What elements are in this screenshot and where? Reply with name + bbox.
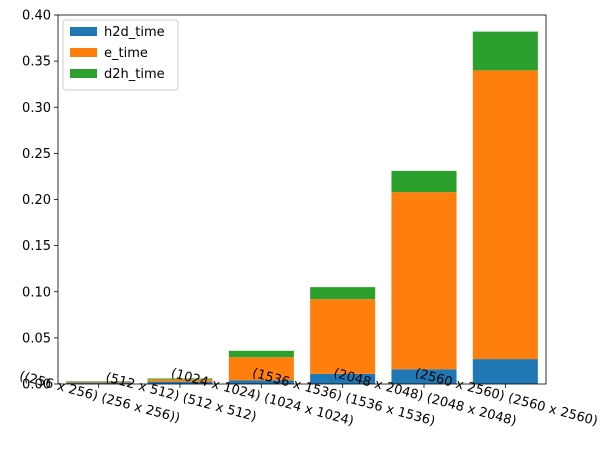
bar-h2d_time-3 xyxy=(310,373,376,384)
y-tick-label: 0.35 xyxy=(22,55,51,70)
y-tick-label: 0.00 xyxy=(22,378,51,393)
legend-label-d2h_time: d2h_time xyxy=(104,67,165,82)
bar-d2h_time-1 xyxy=(147,378,213,380)
bar-e_time-0 xyxy=(66,381,132,383)
legend-label-e_time: e_time xyxy=(104,46,148,61)
y-axis: 0.00 0.05 0.10 0.15 0.20 0.25 0.30 0.35 0.40 xyxy=(22,9,58,393)
bar-h2d_time-4 xyxy=(391,369,457,384)
legend: h2d_time e_time d2h_time xyxy=(62,19,179,91)
y-tick-label: 0.10 xyxy=(22,285,51,300)
legend-swatch-d2h_time xyxy=(70,69,97,78)
y-tick-label: 0.40 xyxy=(22,9,51,24)
y-tick-label: 0.20 xyxy=(22,193,51,208)
legend-swatch-e_time xyxy=(70,48,97,57)
bar-d2h_time-2 xyxy=(228,350,294,358)
bar-e_time-5 xyxy=(472,70,538,360)
bar-h2d_time-2 xyxy=(228,380,294,384)
y-tick-label: 0.15 xyxy=(22,239,51,254)
bar-d2h_time-3 xyxy=(310,287,376,300)
bar-h2d_time-1 xyxy=(147,381,213,384)
bar-h2d_time-5 xyxy=(472,359,538,384)
bar-d2h_time-4 xyxy=(391,170,457,193)
legend-swatch-h2d_time xyxy=(70,27,97,36)
bar-d2h_time-5 xyxy=(472,31,538,71)
bar-e_time-4 xyxy=(391,192,457,370)
y-tick-label: 0.05 xyxy=(22,331,51,346)
bar-e_time-3 xyxy=(310,299,376,374)
y-tick-label: 0.30 xyxy=(22,101,51,116)
bar-h2d_time-0 xyxy=(66,382,132,384)
legend-label-h2d_time: h2d_time xyxy=(104,25,165,40)
bar-e_time-1 xyxy=(147,379,213,382)
y-tick-label: 0.25 xyxy=(22,147,51,162)
bar-e_time-2 xyxy=(228,357,294,381)
bars-layer xyxy=(66,31,538,384)
